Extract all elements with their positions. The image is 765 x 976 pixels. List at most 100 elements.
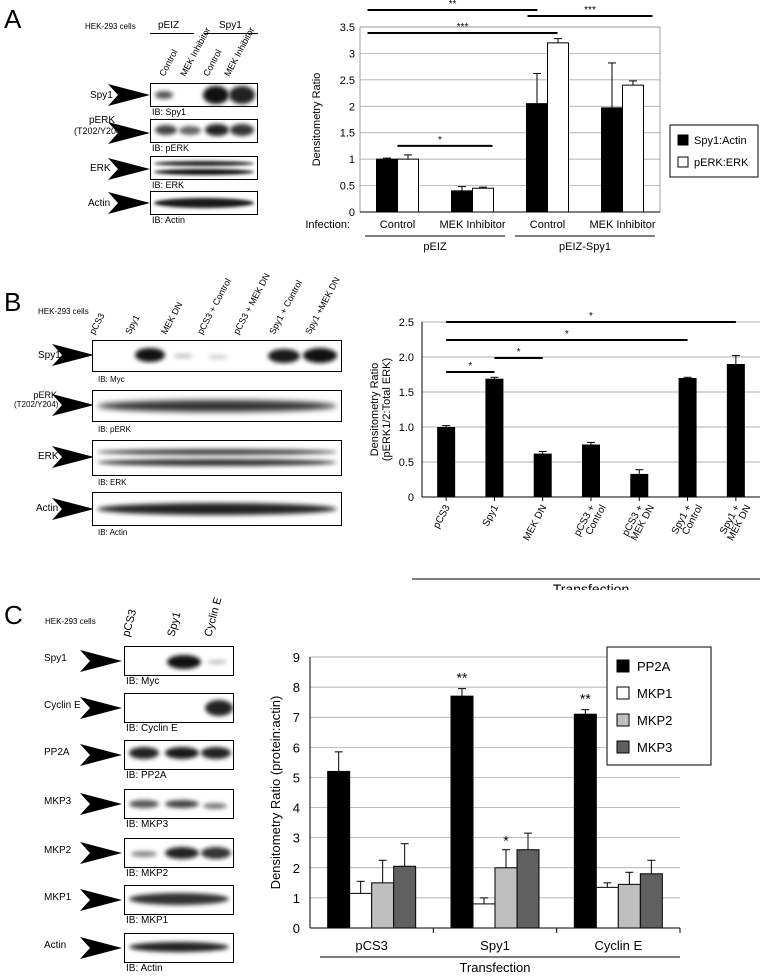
legend-label: PP2A [637, 659, 671, 674]
band [155, 125, 177, 135]
blot-c-label: MKP1 [44, 892, 72, 903]
band [97, 503, 337, 515]
blot-a-actin [150, 191, 258, 215]
band [155, 91, 173, 99]
panel-letter-b: B [4, 287, 22, 317]
x-tick-label: Control [380, 219, 415, 231]
x-tick-label: Cyclin E [594, 938, 642, 953]
lane-b-6: Spy1 + Control [267, 278, 305, 336]
y-axis-label: Densitometry Ratio [369, 363, 381, 457]
band [303, 348, 337, 363]
significance-marker: *** [584, 5, 596, 16]
arrow-shape [80, 842, 122, 864]
arrow-icon [80, 793, 122, 815]
blot-b-spy1 [92, 340, 342, 372]
bar-pERK:ERK [397, 158, 419, 213]
group-peiz-line [150, 33, 194, 34]
arrow-icon [80, 937, 122, 959]
band [97, 400, 337, 412]
lane-b-2: Spy1 [123, 313, 142, 336]
blot-c [124, 838, 234, 868]
arrow-shape [80, 650, 122, 672]
band [167, 655, 201, 669]
y-tick-label: 1.5 [340, 128, 355, 140]
bar-MKP1 [349, 892, 373, 929]
y-tick-label: 5 [293, 770, 300, 785]
y-axis-label: Densitometry Ratio [311, 73, 323, 167]
y-axis-label-2: (pERK1/2:Total ERK) [381, 358, 393, 461]
blot-c-ib: IB: MKP3 [126, 819, 169, 830]
x-tick-label: pCS3 [431, 503, 453, 531]
bar-MKP2 [494, 867, 518, 929]
x-axis-label: Transfection [553, 581, 630, 590]
band [201, 747, 231, 759]
band [203, 803, 227, 809]
band [129, 800, 159, 808]
bar [726, 364, 745, 497]
arrow-icon [108, 192, 150, 214]
chart-a: 0 0.5 1 1.5 2 2.5 3 3.5 Densitometry Ratio Contro… [305, 0, 759, 253]
significance-marker: ** [457, 670, 468, 686]
chart-b: 0 0.5 1.0 1.5 2.0 2.5 Densitometry Ratio (pERK1… [369, 311, 760, 590]
blot-b-label-erk: ERK [38, 451, 59, 462]
blot-a-spy1 [150, 83, 258, 107]
legend-swatch [616, 659, 630, 673]
blot-c [124, 885, 234, 915]
arrow-icon [108, 84, 150, 106]
blot-a-label-perk: pERK (T202/Y204) [74, 115, 124, 136]
y-tick-label: 1.5 [399, 387, 414, 399]
band [97, 459, 337, 466]
bar [437, 427, 456, 497]
band [201, 847, 231, 859]
legend-swatch [677, 134, 689, 146]
arrow-icon [80, 842, 122, 864]
lane-b-4: pCS3 + Control [195, 276, 234, 336]
bar-MKP2 [371, 882, 395, 929]
x-tick-label: MEK Inhibitor [589, 219, 655, 231]
bar-Spy1:Actin [376, 158, 398, 213]
band [165, 847, 199, 859]
blot-c [124, 789, 234, 819]
bar-MKP1 [472, 903, 496, 929]
legend-swatch [616, 713, 630, 727]
significance-marker: ** [580, 691, 591, 707]
significance-marker: * [503, 833, 509, 849]
group-label: pEIZ [423, 241, 447, 253]
legend-box [669, 124, 759, 178]
arrow-icon [52, 498, 94, 520]
x-axis-label: Transfection [459, 960, 530, 975]
y-tick-label: 1 [293, 891, 300, 906]
band [135, 348, 165, 362]
arrow-icon [52, 344, 94, 366]
bar-MKP2 [617, 883, 641, 929]
significance-marker: ** [449, 0, 457, 10]
y-tick-label: 7 [293, 710, 300, 725]
group-spy1-line [204, 33, 258, 34]
arrow-icon [108, 122, 150, 144]
lane-a-1: Control [157, 47, 180, 78]
band [268, 349, 300, 363]
legend-swatch [616, 740, 630, 754]
chart-c: 0 1 2 3 4 5 6 7 8 9 Densitometry Ratio (protein:ac… [268, 646, 712, 975]
x-tick-label: Spy1 [480, 938, 510, 953]
bar-Spy1:Actin [451, 190, 473, 213]
blot-c-ib: IB: MKP2 [126, 868, 169, 879]
arrow-icon [80, 650, 122, 672]
blot-c-ib: IB: MKP1 [126, 915, 169, 926]
blot-c [124, 693, 234, 723]
ib-b-actin: IB: Actin [98, 528, 128, 537]
blot-b-erk [92, 440, 342, 476]
y-tick-label: 3.5 [340, 22, 355, 34]
blot-b-label-perk-1: pERK [33, 390, 57, 400]
band [154, 198, 254, 208]
blot-c [124, 740, 234, 770]
blot-c-label: Actin [44, 940, 67, 951]
blot-c [124, 933, 234, 963]
y-tick-label: 8 [293, 680, 300, 695]
panel-letter-c: C [4, 600, 23, 630]
band [131, 851, 157, 857]
ib-a-actin: IB: Actin [152, 215, 186, 225]
significance-marker: * [438, 135, 442, 146]
bar-Spy1:Actin [526, 103, 548, 213]
blot-b-label-perk: pERK (T202/Y204) [14, 390, 58, 409]
